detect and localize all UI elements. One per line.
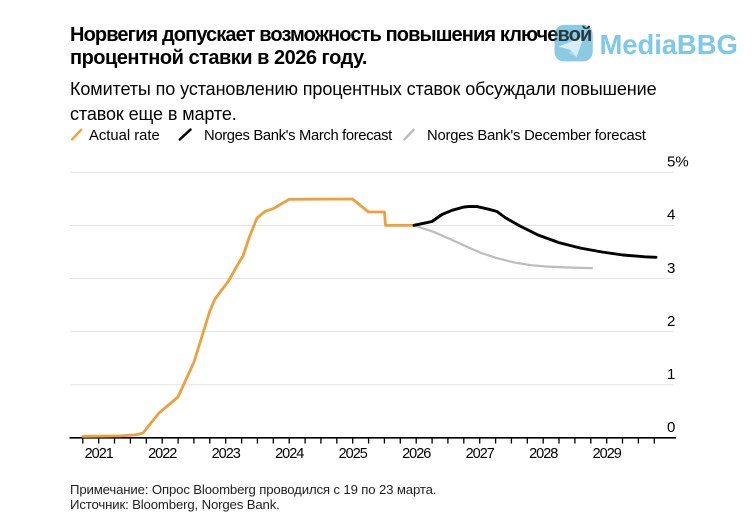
svg-text:2028: 2028 <box>529 446 558 462</box>
svg-text:2022: 2022 <box>148 446 177 462</box>
svg-text:2024: 2024 <box>275 446 304 462</box>
svg-text:4: 4 <box>667 207 675 224</box>
svg-text:2026: 2026 <box>402 446 431 462</box>
svg-text:2: 2 <box>667 313 675 330</box>
svg-text:2021: 2021 <box>85 446 114 462</box>
svg-text:3: 3 <box>667 260 675 277</box>
svg-text:2025: 2025 <box>339 446 368 462</box>
svg-text:5%: 5% <box>667 154 689 171</box>
svg-text:2027: 2027 <box>466 446 495 462</box>
svg-text:2029: 2029 <box>593 446 622 462</box>
svg-text:0: 0 <box>667 419 675 436</box>
svg-text:2023: 2023 <box>212 446 241 462</box>
svg-text:1: 1 <box>667 366 675 383</box>
